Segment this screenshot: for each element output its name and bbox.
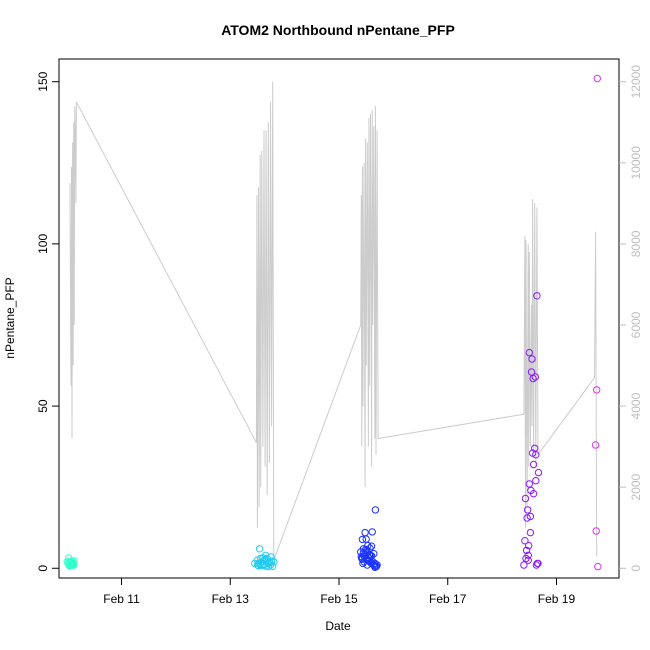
- x-tick-label: Feb 13: [212, 592, 250, 606]
- series-2: [251, 545, 278, 571]
- data-point: [593, 74, 601, 83]
- data-point: [525, 480, 533, 488]
- y-tick-label: 150: [36, 71, 50, 91]
- series-4: [520, 292, 543, 569]
- data-point: [521, 537, 529, 545]
- data-point: [531, 373, 539, 381]
- x-tick-label: Feb 19: [538, 592, 576, 606]
- series-5: [591, 74, 602, 571]
- data-point: [253, 561, 262, 569]
- data-point: [368, 528, 376, 536]
- data-point: [357, 552, 365, 561]
- data-point: [520, 561, 528, 569]
- y2-tick-label: 6000: [629, 311, 643, 338]
- y2-tick-label: 0: [629, 565, 643, 572]
- y2-tick-label: 8000: [629, 230, 643, 257]
- data-point: [532, 451, 540, 459]
- x-tick-label: Feb 11: [103, 592, 140, 606]
- data-point: [594, 562, 602, 571]
- data-point: [266, 559, 274, 567]
- data-point: [267, 557, 276, 565]
- y2-tick-label: 2000: [629, 474, 643, 501]
- altitude-line: [69, 81, 598, 561]
- data-point: [527, 368, 536, 376]
- data-point: [524, 556, 532, 564]
- data-point: [367, 559, 375, 567]
- y-tick-label: 100: [36, 234, 50, 254]
- data-point: [261, 555, 269, 563]
- data-point: [534, 559, 542, 568]
- data-point: [526, 528, 535, 537]
- data-point: [369, 558, 377, 566]
- data-point: [258, 562, 266, 570]
- data-point: [524, 506, 532, 514]
- x-axis: Feb 11 Feb 13 Feb 15 Feb 17 Feb 19: [103, 577, 576, 606]
- data-point: [592, 527, 600, 535]
- altitude-series: [69, 81, 598, 561]
- series-3: [357, 506, 381, 571]
- data-point: [262, 556, 270, 565]
- x-tick-label: Feb 15: [320, 592, 358, 606]
- data-point: [367, 542, 376, 550]
- data-point: [534, 468, 543, 477]
- data-point: [361, 545, 370, 554]
- data-point: [255, 545, 264, 553]
- data-point: [529, 460, 538, 469]
- data-point: [525, 541, 533, 550]
- y2-tick-label: 4000: [629, 392, 643, 419]
- x-axis-label: Date: [325, 619, 351, 633]
- data-point: [533, 292, 541, 300]
- y-axis-left: 0 50 100 150: [36, 71, 59, 572]
- data-points: [63, 74, 602, 571]
- y-tick-label: 0: [36, 565, 50, 572]
- data-point: [532, 561, 541, 569]
- data-point: [361, 528, 369, 537]
- y-axis-label: nPentane_PFP: [3, 277, 17, 358]
- data-point: [529, 490, 538, 498]
- data-point: [524, 551, 532, 559]
- y2-tick-label: 10000: [629, 146, 643, 180]
- data-point: [358, 535, 367, 544]
- data-point: [528, 355, 536, 363]
- data-point: [526, 512, 535, 521]
- data-point: [532, 477, 540, 485]
- data-point: [593, 386, 601, 394]
- data-point: [591, 441, 600, 449]
- series-1: [63, 554, 78, 570]
- x-tick-label: Feb 17: [429, 592, 467, 606]
- data-point: [68, 561, 77, 569]
- data-point: [371, 506, 380, 514]
- data-point: [362, 535, 370, 543]
- data-point: [521, 494, 530, 503]
- y-tick-label: 50: [36, 399, 50, 413]
- data-point: [70, 557, 78, 565]
- data-point: [372, 562, 381, 570]
- data-point: [522, 546, 531, 555]
- chart-title: ATOM2 Northbound nPentane_PFP: [221, 22, 455, 38]
- data-point: [525, 348, 533, 357]
- y-axis-right: 0 2000 4000 6000 8000 10000 12000: [619, 65, 643, 572]
- y2-tick-label: 12000: [629, 65, 643, 99]
